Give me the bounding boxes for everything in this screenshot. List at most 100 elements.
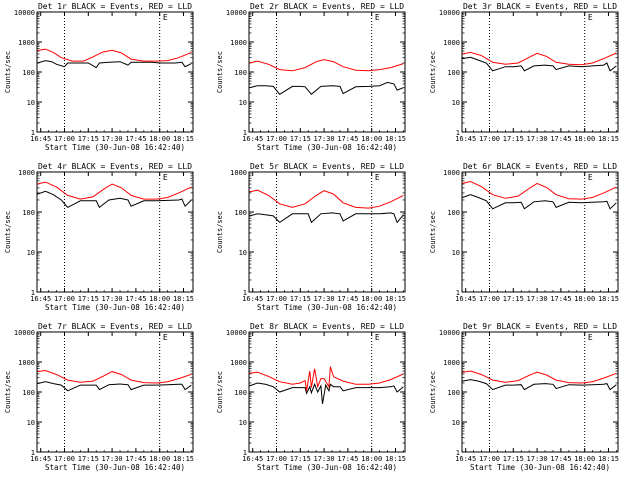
plot-frame [36,171,194,293]
events-series-line [249,81,404,96]
y-tick-label: 1000 [18,169,35,177]
event-marker: E [163,333,168,342]
x-tick-label: 18:15 [173,295,194,303]
x-tick-label: 16:45 [242,295,263,303]
x-tick-label: 16:45 [455,135,476,143]
x-tick-label: 16:45 [30,135,51,143]
x-tick-label: 17:15 [290,455,311,463]
y-tick-label: 1000 [230,169,247,177]
lld-series-line [462,180,617,200]
x-tick-label: 17:00 [266,135,287,143]
x-tick-label: 17:30 [102,455,123,463]
events-series-line [37,381,192,392]
event-marker: E [588,173,593,182]
y-tick-label: 10000 [226,329,247,337]
x-axis-label: Start Time (30-Jun-08 16:42:40) [257,463,397,472]
y-tick-label: 100 [447,209,460,217]
y-tick-label: 10 [452,249,460,257]
x-tick-label: 18:00 [149,455,170,463]
lld-series-line [462,370,617,384]
y-tick-label: 10000 [439,9,460,17]
y-tick-label: 1 [243,449,247,457]
y-axis-label: Counts/sec [216,51,224,93]
y-tick-label: 100 [447,389,460,397]
panel-1: Det 1r BLACK = Events, RED = LLD E 1 10 100 1… [4,2,194,152]
events-series-line [462,56,617,72]
event-marker: E [163,173,168,182]
x-tick-label: 17:30 [102,135,123,143]
y-tick-label: 10 [27,249,35,257]
y-tick-label: 100 [447,69,460,77]
x-tick-label: 18:00 [574,295,595,303]
lld-series-line [249,366,404,391]
panel-3: Det 3r BLACK = Events, RED = LLD E 1 10 100 1… [429,2,619,143]
x-tick-label: 17:45 [125,135,146,143]
x-tick-label: 17:00 [266,295,287,303]
panel-7: Det 7r BLACK = Events, RED = LLD E 1 10 100 1… [4,322,194,472]
y-tick-label: 1000 [230,359,247,367]
x-tick-label: 17:30 [527,295,548,303]
y-axis-label: Counts/sec [4,211,12,253]
y-tick-label: 1000 [443,39,460,47]
lld-series-line [462,51,617,66]
x-tick-label: 18:00 [574,135,595,143]
x-tick-label: 18:15 [173,455,194,463]
x-tick-label: 18:15 [173,135,194,143]
panel-title: Det 8r BLACK = Events, RED = LLD [250,322,404,331]
panel-title: Det 7r BLACK = Events, RED = LLD [38,322,192,331]
x-tick-label: 17:45 [125,295,146,303]
y-tick-label: 1000 [18,39,35,47]
x-axis-label: Start Time (30-Jun-08 16:42:40) [45,303,185,312]
x-tick-label: 17:45 [550,295,571,303]
x-tick-label: 18:00 [361,455,382,463]
x-tick-label: 16:45 [242,135,263,143]
lld-series-line [249,189,404,209]
y-axis-label: Counts/sec [4,371,12,413]
x-tick-label: 17:30 [527,135,548,143]
x-tick-label: 17:00 [479,295,500,303]
y-tick-label: 100 [22,69,35,77]
y-axis-label: Counts/sec [4,51,12,93]
panel-5: Det 5r BLACK = Events, RED = LLD E 1 10 100 1… [216,162,406,312]
event-marker: E [588,13,593,22]
y-tick-label: 1 [31,289,35,297]
y-tick-label: 1000 [443,169,460,177]
event-marker: E [163,13,168,22]
y-tick-label: 1 [31,449,35,457]
panel-title: Det 3r BLACK = Events, RED = LLD [463,2,617,11]
y-tick-label: 1 [243,289,247,297]
y-tick-label: 1 [31,129,35,137]
x-tick-label: 16:45 [30,295,51,303]
y-tick-label: 100 [22,209,35,217]
y-tick-label: 1 [456,449,460,457]
y-tick-label: 1 [456,289,460,297]
y-tick-label: 1000 [18,359,35,367]
y-tick-label: 100 [234,209,247,217]
x-tick-label: 17:15 [78,295,99,303]
plot-frame [461,331,619,453]
x-tick-label: 17:45 [125,455,146,463]
x-tick-label: 17:30 [314,455,335,463]
x-tick-label: 16:45 [455,295,476,303]
x-tick-label: 18:15 [598,135,619,143]
event-marker: E [375,333,380,342]
x-tick-label: 17:15 [78,455,99,463]
x-tick-label: 17:00 [479,455,500,463]
panel-title: Det 6r BLACK = Events, RED = LLD [463,162,617,171]
lld-series-line [37,369,192,384]
plot-frame [248,11,406,133]
y-tick-label: 1000 [443,359,460,367]
x-axis-label: Start Time (30-Jun-08 16:42:40) [45,143,185,152]
y-tick-label: 10 [452,99,460,107]
y-tick-label: 100 [234,389,247,397]
y-tick-label: 10 [452,419,460,427]
x-tick-label: 17:45 [337,455,358,463]
y-tick-label: 10 [239,99,247,107]
y-tick-label: 10000 [14,9,35,17]
y-axis-label: Counts/sec [429,371,437,413]
y-tick-label: 1000 [230,39,247,47]
x-tick-label: 18:15 [385,295,406,303]
x-tick-label: 18:00 [574,455,595,463]
y-tick-label: 1 [456,129,460,137]
